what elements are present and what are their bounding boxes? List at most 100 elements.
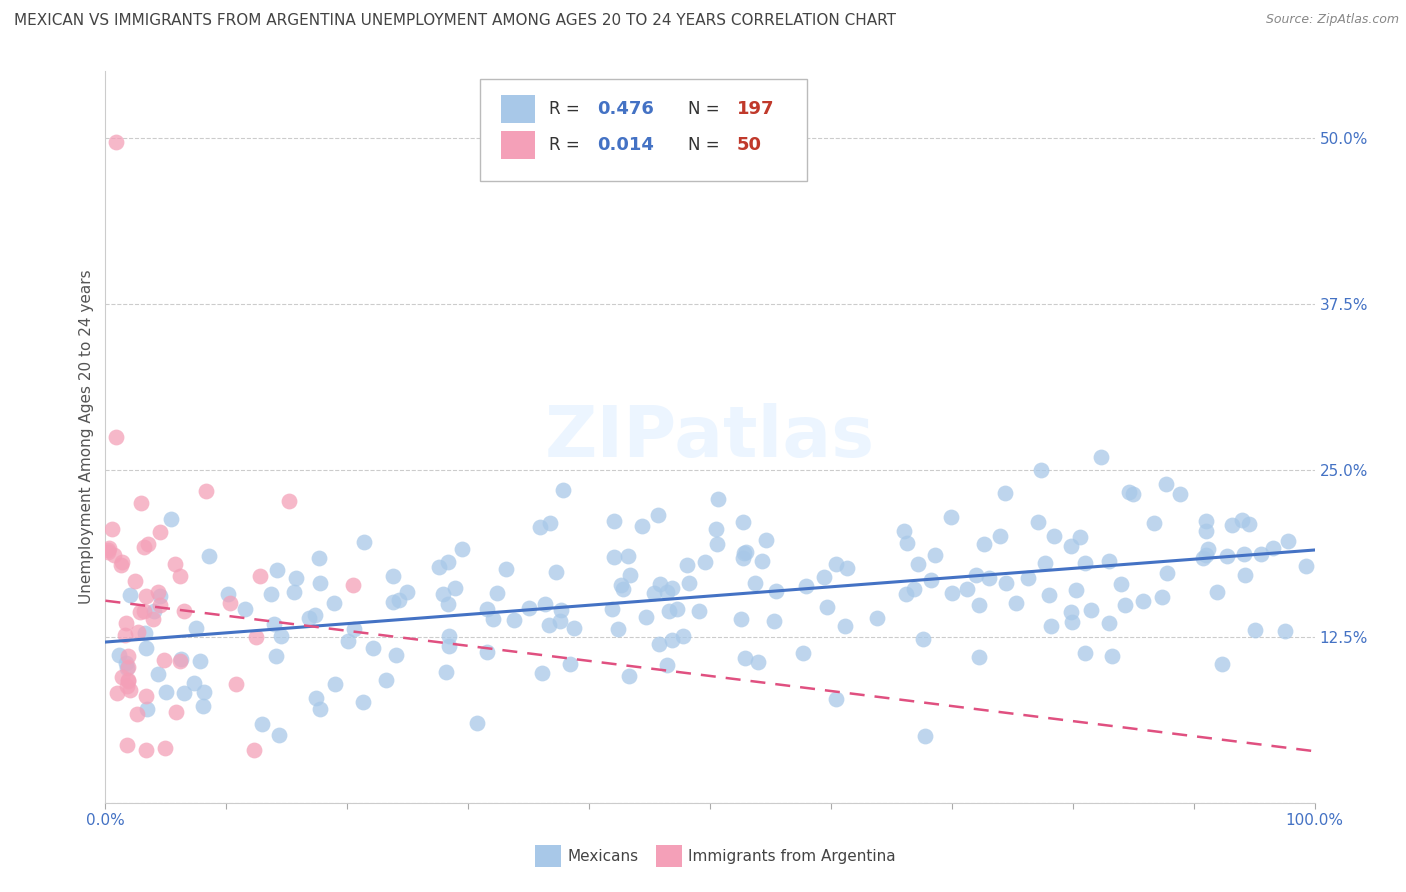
Point xyxy=(1152,590,1174,604)
Point xyxy=(1073,646,1095,660)
Point xyxy=(678,576,700,591)
Point xyxy=(538,618,561,632)
Point xyxy=(907,557,929,571)
Point xyxy=(495,562,517,576)
Point xyxy=(1101,649,1123,664)
Point xyxy=(117,660,139,674)
Point xyxy=(135,589,157,603)
Point xyxy=(979,571,1001,585)
Point xyxy=(1017,571,1039,585)
Point xyxy=(1040,619,1063,633)
Point xyxy=(747,655,769,669)
Point xyxy=(260,587,283,601)
Point xyxy=(1250,547,1272,561)
Point xyxy=(688,604,710,618)
Point xyxy=(475,602,498,616)
Point xyxy=(277,493,299,508)
Point xyxy=(342,578,364,592)
Point xyxy=(896,536,918,550)
Point xyxy=(308,551,330,566)
Point xyxy=(939,510,962,524)
Point xyxy=(115,657,138,671)
Point xyxy=(815,600,838,615)
Point xyxy=(105,135,128,149)
Point xyxy=(117,673,139,687)
Point xyxy=(486,586,509,600)
Point xyxy=(965,568,987,582)
Point xyxy=(1211,657,1233,672)
Point xyxy=(243,742,266,756)
Point xyxy=(1206,585,1229,599)
Point xyxy=(270,629,292,643)
Point xyxy=(198,549,221,563)
Point xyxy=(1090,450,1112,464)
Point xyxy=(619,568,641,582)
Point xyxy=(1220,518,1243,533)
Point xyxy=(385,648,408,662)
Point xyxy=(437,597,460,611)
Point xyxy=(101,523,124,537)
Point xyxy=(562,621,585,635)
Point xyxy=(115,739,138,753)
Text: 197: 197 xyxy=(737,100,775,118)
Point xyxy=(153,653,176,667)
Point xyxy=(217,587,239,601)
Point xyxy=(170,651,193,665)
Point xyxy=(1195,524,1218,539)
Point xyxy=(1156,566,1178,580)
Point xyxy=(1132,594,1154,608)
Point xyxy=(609,577,631,591)
Point xyxy=(482,612,505,626)
Point xyxy=(733,546,755,560)
Point xyxy=(941,586,963,600)
Point xyxy=(195,484,218,499)
Point xyxy=(97,543,120,558)
Point xyxy=(693,555,716,569)
Point xyxy=(322,597,344,611)
Text: Source: ZipAtlas.com: Source: ZipAtlas.com xyxy=(1265,13,1399,27)
Point xyxy=(111,555,134,569)
Point xyxy=(988,529,1011,543)
Point xyxy=(108,648,131,662)
Point xyxy=(1004,596,1026,610)
Point xyxy=(193,685,215,699)
Point xyxy=(160,512,183,526)
Point xyxy=(967,650,990,665)
Point xyxy=(149,598,172,612)
Point xyxy=(503,613,526,627)
Point xyxy=(1060,605,1083,619)
Point xyxy=(132,604,155,618)
Point xyxy=(111,671,134,685)
Point xyxy=(173,603,195,617)
Point xyxy=(427,560,450,574)
Point xyxy=(707,491,730,506)
Point xyxy=(97,541,120,556)
Point xyxy=(352,695,374,709)
Text: MEXICAN VS IMMIGRANTS FROM ARGENTINA UNEMPLOYMENT AMONG AGES 20 TO 24 YEARS CORR: MEXICAN VS IMMIGRANTS FROM ARGENTINA UNE… xyxy=(14,13,896,29)
Point xyxy=(553,483,575,497)
Point xyxy=(143,604,166,618)
Point xyxy=(443,582,465,596)
Point xyxy=(245,630,267,644)
Point xyxy=(127,624,149,639)
Point xyxy=(730,612,752,626)
Point xyxy=(117,673,139,688)
Point xyxy=(866,611,889,625)
Point xyxy=(1143,516,1166,530)
Point xyxy=(146,667,169,681)
Point xyxy=(834,619,856,633)
Point xyxy=(914,729,936,743)
Point xyxy=(676,558,699,573)
Point xyxy=(631,518,654,533)
Text: 50: 50 xyxy=(737,136,762,154)
Point xyxy=(1230,513,1253,527)
Point xyxy=(1033,556,1056,570)
Point xyxy=(117,659,139,673)
Point xyxy=(249,569,271,583)
Point xyxy=(105,430,128,444)
Point xyxy=(636,610,658,624)
Point xyxy=(97,545,120,559)
Point xyxy=(432,587,454,601)
Point xyxy=(763,614,786,628)
Point xyxy=(103,548,125,562)
